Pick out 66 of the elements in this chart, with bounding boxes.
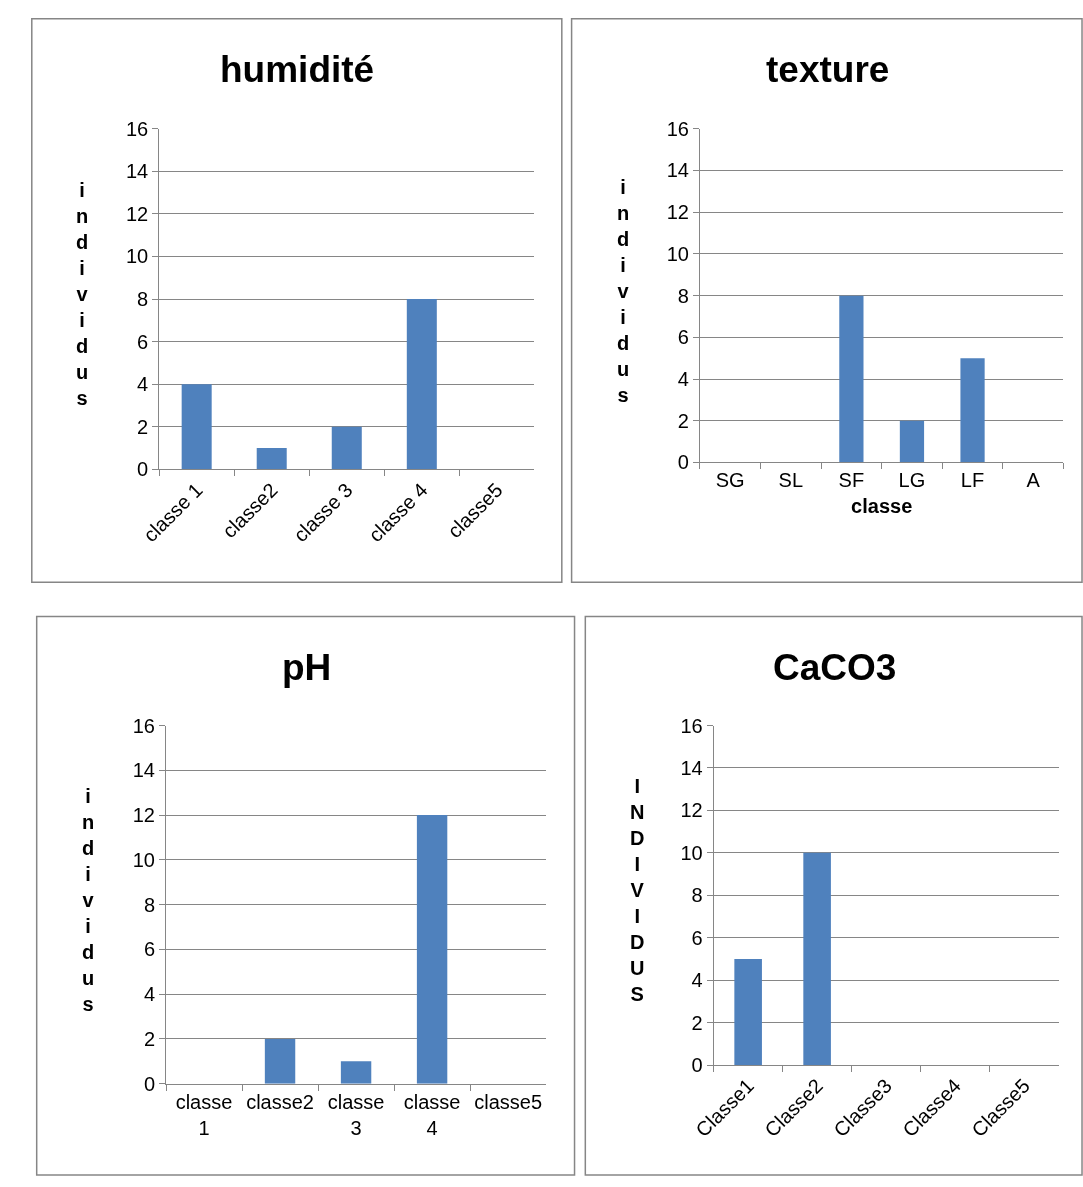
x-tick-label: A [1026, 469, 1041, 492]
y-tick-label: 4 [137, 373, 149, 396]
bar [264, 1038, 296, 1084]
y-tick-label: 14 [666, 159, 689, 182]
x-tick-label: classe 4 [403, 1090, 461, 1139]
bar [406, 299, 437, 470]
y-tick-label: 6 [137, 330, 149, 353]
y-tick-label: 0 [143, 1072, 156, 1095]
y-tick-label: 4 [677, 368, 689, 391]
bar [256, 448, 287, 470]
y-tick-label: 14 [125, 160, 149, 183]
bar [181, 384, 212, 470]
y-tick-label: 16 [132, 714, 156, 737]
y-tick-label: 0 [677, 451, 689, 474]
x-tick-label: classe 1 [175, 1090, 233, 1139]
chart-title: pH [282, 647, 332, 688]
y-tick-label: 10 [125, 245, 149, 268]
x-tick-label: classe5 [474, 1090, 543, 1113]
x-tick-label: LG [898, 469, 926, 492]
y-tick-label: 8 [143, 893, 156, 916]
text: individus [82, 785, 95, 1015]
y-tick-label: 2 [143, 1027, 156, 1050]
y-tick-label: 12 [680, 799, 703, 822]
bar [340, 1061, 372, 1084]
y-tick-label: 12 [132, 804, 156, 827]
y-tick-label: 4 [143, 983, 156, 1006]
x-tick-label: LF [960, 469, 985, 492]
x-tick-label: classe2 [246, 1090, 314, 1113]
y-tick-label: 2 [691, 1011, 703, 1034]
bar [331, 426, 362, 470]
bar [899, 420, 925, 463]
chart-title: humidité [220, 49, 375, 90]
y-tick-label: 10 [666, 242, 689, 265]
y-tick-label: 10 [132, 848, 156, 871]
chart-title: texture [766, 49, 890, 90]
text: individus [617, 176, 630, 406]
y-tick-label: 14 [132, 759, 156, 782]
y-tick-label: 4 [691, 969, 703, 992]
y-tick-label: 2 [677, 409, 689, 432]
bar [960, 358, 985, 463]
x-axis-title: classe [851, 494, 913, 517]
text: individus [76, 179, 89, 409]
text: INDIVIDUS [630, 775, 645, 1005]
y-tick-label: 16 [666, 117, 689, 140]
y-tick-label: 14 [680, 756, 703, 779]
x-tick-label: classe 3 [327, 1090, 385, 1139]
y-tick-label: 0 [137, 458, 149, 481]
y-tick-label: 2 [137, 415, 149, 438]
y-tick-label: 16 [125, 117, 149, 140]
x-tick-label: SG [715, 469, 745, 492]
y-tick-label: 10 [680, 841, 703, 864]
y-tick-label: 6 [677, 326, 689, 349]
y-tick-label: 12 [666, 201, 689, 224]
y-tick-label: 8 [691, 884, 703, 907]
x-tick-label: SL [778, 469, 804, 492]
y-tick-label: 8 [677, 284, 689, 307]
y-tick-label: 0 [691, 1054, 703, 1077]
chart-title: CaCO3 [773, 647, 897, 688]
y-tick-label: 6 [143, 938, 156, 961]
x-tick-label: SF [838, 469, 865, 492]
y-tick-label: 6 [691, 926, 703, 949]
y-tick-label: 12 [125, 202, 149, 225]
y-tick-label: 16 [680, 714, 703, 737]
bar [839, 295, 864, 463]
y-tick-label: 8 [137, 288, 149, 311]
bar [416, 815, 448, 1084]
